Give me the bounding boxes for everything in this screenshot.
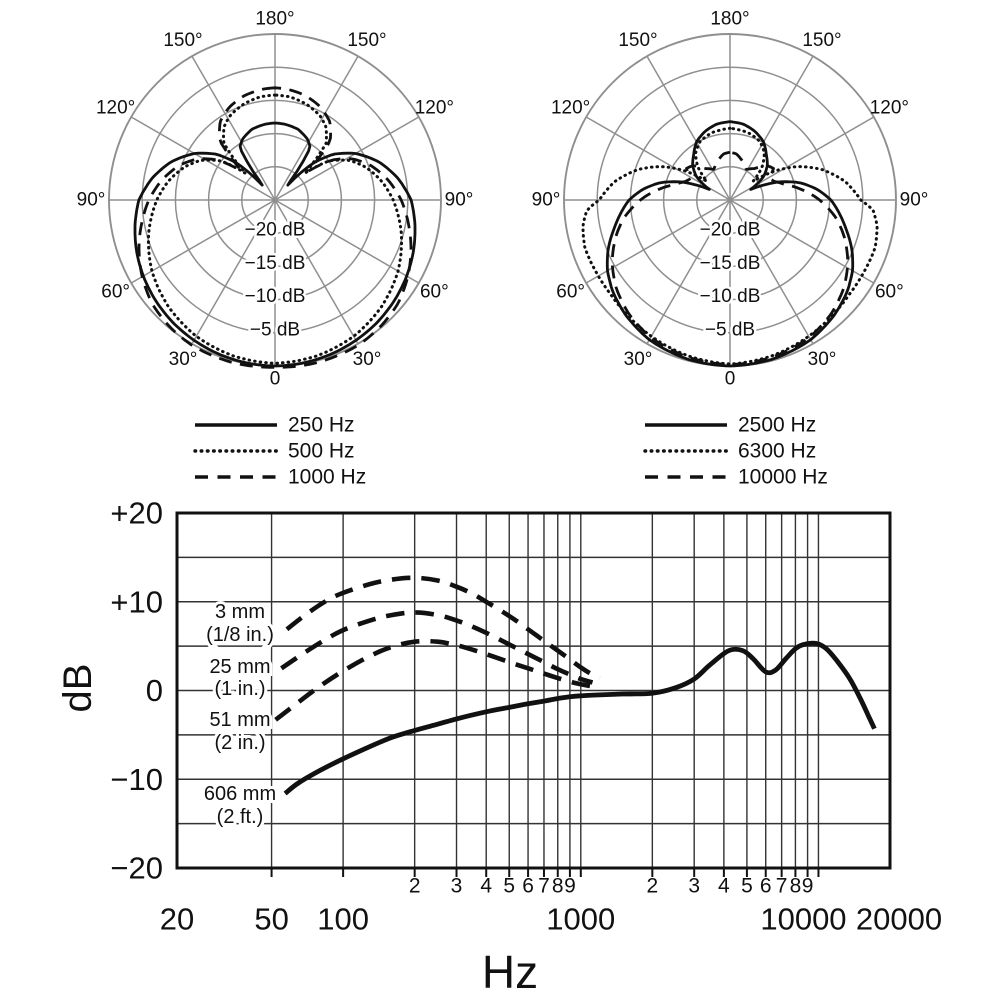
- fr-x-minor-label: 8: [552, 875, 564, 898]
- polar-angle-label: 60°: [875, 282, 904, 303]
- legend-right: 2500 Hz 6300 Hz 10000 Hz: [643, 414, 828, 489]
- polar-ring-label: −15 dB: [700, 253, 761, 274]
- fr-x-minor-label: 4: [718, 875, 730, 898]
- fr-x-minor-label: 9: [802, 875, 814, 898]
- fr-curve-annotation: (2 ft.): [217, 806, 264, 828]
- fr-x-major-label: 20000: [856, 902, 942, 937]
- legend-label: 250 Hz: [288, 414, 355, 437]
- fr-x-minor-label: 6: [760, 875, 772, 898]
- fr-y-tick-label: +20: [110, 496, 163, 531]
- polar-curve-2500-hz: [605, 120, 855, 368]
- fr-x-major-label: 50: [254, 902, 288, 937]
- fr-curve-annotation: 606 mm: [204, 783, 276, 805]
- fr-x-axis-title: Hz: [482, 946, 538, 998]
- polar-angle-label: 30°: [624, 349, 653, 370]
- polar-angle-label: 120°: [870, 98, 909, 119]
- frequency-response-chart: 2 3 4 5 6 7 8 9 2 3 4 5 6 7 8 920 50 100 1000 10000 20000+20…: [110, 496, 942, 937]
- fr-x-major-label: 20: [160, 902, 194, 937]
- fr-curve-annotation: (1 in.): [214, 678, 265, 700]
- legend-label: 10000 Hz: [738, 466, 828, 489]
- polar-grid-radial-line: [646, 55, 814, 345]
- polar-angle-label: 120°: [96, 98, 135, 119]
- fr-y-tick-label: 0: [146, 673, 163, 708]
- fr-x-minor-label: 6: [522, 875, 534, 898]
- fr-curve-25-mm-1-in-: [280, 610, 594, 685]
- polar-angle-label: 60°: [101, 282, 130, 303]
- fr-y-tick-label: +10: [110, 584, 163, 619]
- polar-curve-6300-hz: [581, 126, 879, 366]
- polar-angle-label: 60°: [420, 282, 449, 303]
- fr-x-major-label: 100: [317, 902, 369, 937]
- polar-angle-label: 30°: [808, 349, 837, 370]
- polar-angle-label: 150°: [163, 30, 202, 51]
- fr-x-major-label: 10000: [760, 902, 846, 937]
- polar-angle-label: 30°: [353, 349, 382, 370]
- fr-x-minor-label: 7: [776, 875, 788, 898]
- polar-ring-label: −15 dB: [245, 253, 306, 274]
- fr-x-minor-label: 3: [451, 875, 463, 898]
- polar-ring-label: −20 dB: [245, 220, 306, 241]
- fr-x-minor-label: 4: [480, 875, 492, 898]
- polar-ring-label: −10 dB: [700, 286, 761, 307]
- fr-x-minor-label: 2: [646, 875, 658, 898]
- polar-angle-label: 150°: [618, 30, 657, 51]
- polar-angle-label: 90°: [445, 190, 474, 211]
- polar-ring-label: −5 dB: [250, 319, 300, 340]
- legend-label: 2500 Hz: [738, 414, 816, 437]
- fr-curve-annotation: 25 mm: [209, 656, 270, 678]
- legend-left: 250 Hz 500 Hz 1000 Hz: [193, 414, 366, 489]
- fr-x-minor-label: 8: [790, 875, 802, 898]
- polar-angle-label: 180°: [710, 9, 749, 30]
- fr-curve-3-mm-1-8-in-: [285, 575, 601, 681]
- fr-x-minor-label: 5: [503, 875, 515, 898]
- fr-curve-annotation: (2 in.): [214, 732, 265, 754]
- polar-curve-500-hz: [146, 93, 404, 365]
- polar-curve-1000-hz: [137, 86, 413, 369]
- polar-curve-250-hz: [133, 121, 417, 368]
- legend-label: 1000 Hz: [288, 466, 366, 489]
- fr-curve-annotation: 3 mm: [215, 601, 265, 623]
- polar-angle-label: 0: [725, 369, 736, 390]
- fr-y-tick-label: −10: [110, 762, 163, 797]
- polar-angle-label: 30°: [169, 349, 198, 370]
- fr-x-minor-label: 9: [564, 875, 576, 898]
- polar-angle-label: 90°: [900, 190, 929, 211]
- polar-angle-label: 150°: [802, 30, 841, 51]
- fr-x-minor-label: 7: [538, 875, 550, 898]
- fr-curve-606-mm-2-ft-: [283, 640, 877, 796]
- fr-y-axis-title: dB: [56, 664, 100, 713]
- fr-curve-annotation: (1/8 in.): [206, 624, 274, 646]
- polar-chart-right: −20 dB −15 dB −10 dB −5 dB 0 30° 30° 60° 60° 90° 9…: [532, 9, 929, 390]
- fr-curve-annotation: 51 mm: [209, 709, 270, 731]
- polar-angle-label: 90°: [77, 190, 106, 211]
- polar-ring-label: −10 dB: [245, 286, 306, 307]
- fr-x-minor-label: 2: [409, 875, 421, 898]
- polar-angle-label: 0: [270, 369, 281, 390]
- polar-angle-label: 180°: [255, 9, 294, 30]
- fr-x-major-label: 1000: [546, 902, 615, 937]
- polar-ring-label: −20 dB: [700, 220, 761, 241]
- polar-angle-label: 120°: [415, 98, 454, 119]
- fr-plot-border: [175, 511, 892, 870]
- polar-angle-label: 150°: [347, 30, 386, 51]
- fr-curve-51-mm-2-in-: [274, 638, 592, 722]
- polar-angle-label: 90°: [532, 190, 561, 211]
- polar-angle-label: 60°: [556, 282, 585, 303]
- polar-grid-radial-line: [191, 55, 359, 345]
- fr-x-minor-label: 3: [688, 875, 700, 898]
- fr-x-minor-label: 5: [741, 875, 753, 898]
- legend-label: 6300 Hz: [738, 440, 816, 463]
- polar-ring-label: −5 dB: [705, 319, 755, 340]
- polar-angle-label: 120°: [551, 98, 590, 119]
- fr-y-tick-label: −20: [110, 851, 163, 886]
- legend-label: 500 Hz: [288, 440, 355, 463]
- polar-chart-left: −20 dB −15 dB −10 dB −5 dB 0 30° 30° 60° 60° 90° 9…: [77, 9, 474, 390]
